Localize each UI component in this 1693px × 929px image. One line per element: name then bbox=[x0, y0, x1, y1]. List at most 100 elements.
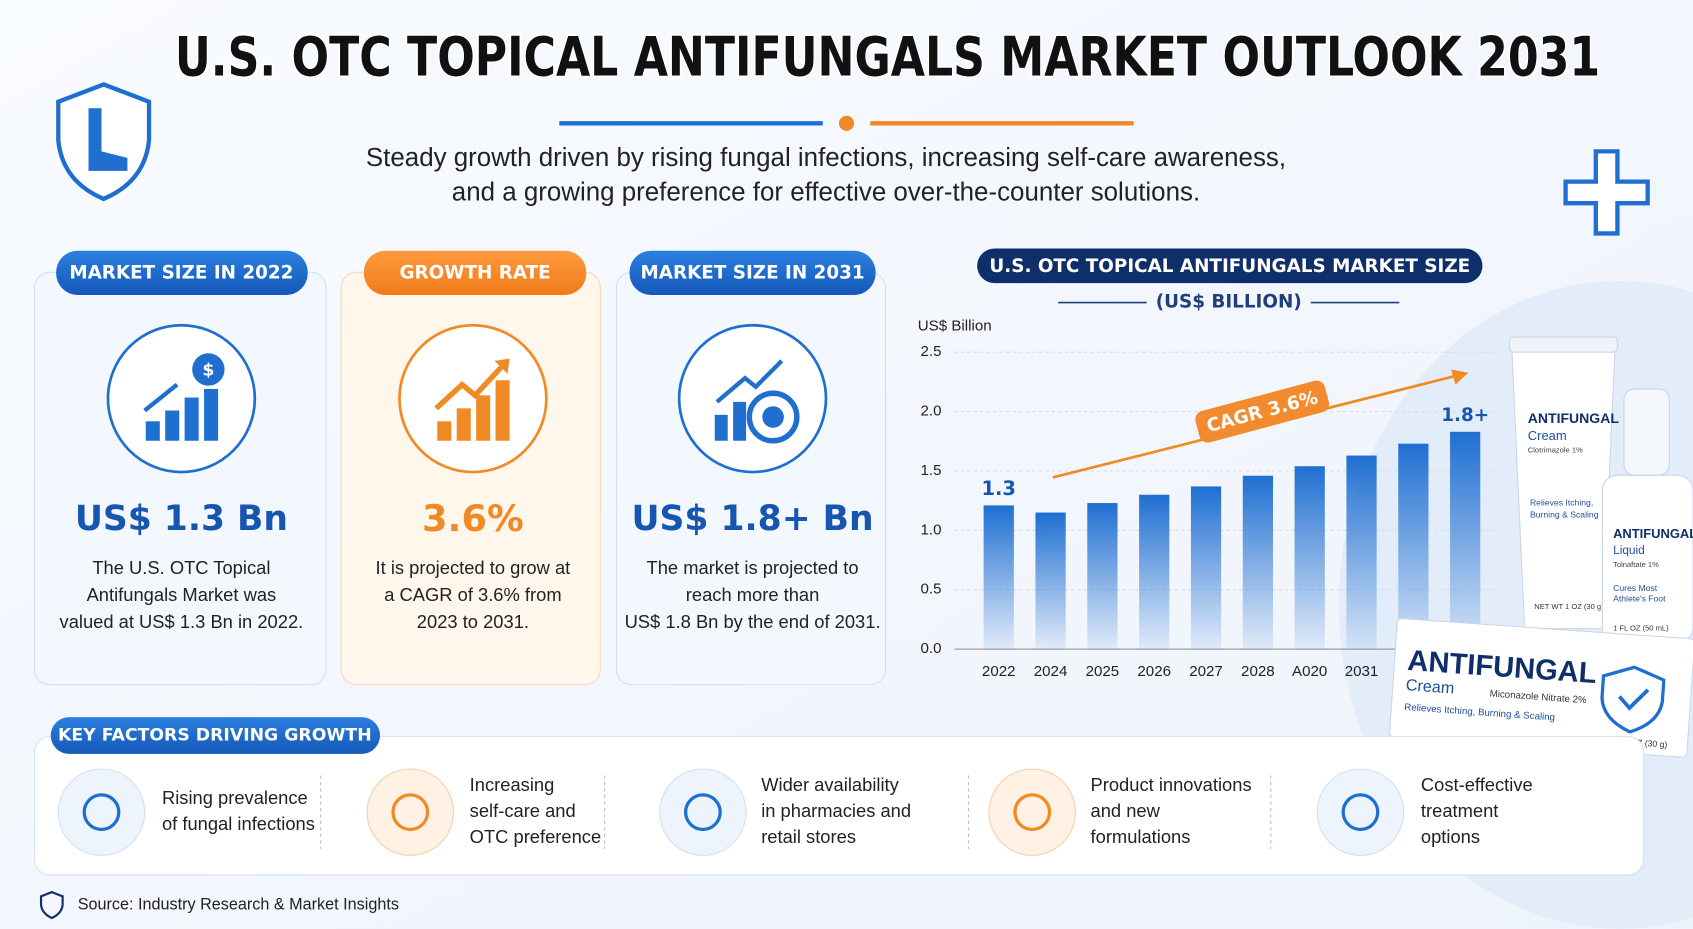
card-text: The U.S. OTC Topical bbox=[92, 557, 270, 578]
card: GROWTH RATE 3.6% It is projected to grow… bbox=[340, 250, 601, 686]
x-tick-label: 2028 bbox=[1241, 663, 1275, 680]
plus-icon bbox=[1563, 149, 1650, 236]
factor-text: and new bbox=[1091, 800, 1161, 821]
x-tick-label: A020 bbox=[1292, 663, 1327, 680]
annotation: 1.8+ bbox=[1441, 405, 1489, 426]
x-tick-label: 2027 bbox=[1189, 663, 1223, 680]
card: MARKET SIZE IN 2022 $ US$ 1.3 Bn The U.S… bbox=[34, 250, 327, 686]
card-text: The market is projected to bbox=[647, 557, 859, 578]
source: Source: Industry Research & Market Insig… bbox=[78, 895, 399, 913]
factors-pill bbox=[50, 717, 381, 754]
card-text: 2023 to 2031. bbox=[417, 611, 529, 632]
bar bbox=[1242, 475, 1273, 650]
factor-text: treatment bbox=[1421, 800, 1499, 821]
product-tube: ANTIFUNGAL Cream Clotrimazole 1% Relieve… bbox=[1508, 336, 1620, 630]
product-text: 1 FL OZ (50 mL) bbox=[1613, 624, 1669, 633]
subtitle: and a growing preference for effective o… bbox=[452, 178, 1200, 206]
factor-text: retail stores bbox=[761, 826, 856, 847]
product-text: ANTIFUNGAL bbox=[1613, 526, 1693, 541]
product-text: Cures Most bbox=[1613, 583, 1658, 593]
card-text: US$ 1.8 Bn by the end of 2031. bbox=[625, 611, 881, 632]
chart-title-pill bbox=[977, 248, 1483, 284]
factor-text: self-care and bbox=[470, 800, 576, 821]
factor-text: in pharmacies and bbox=[761, 800, 911, 821]
factor-text: of fungal infections bbox=[162, 813, 315, 834]
divider-dot bbox=[838, 115, 855, 131]
product-text: Athlete's Foot bbox=[1613, 594, 1666, 604]
card-value: US$ 1.8+ Bn bbox=[632, 499, 874, 539]
product-text: Liquid bbox=[1613, 543, 1645, 557]
bar bbox=[1139, 494, 1170, 650]
factor-text: OTC preference bbox=[470, 826, 602, 847]
factor-text: Product innovations bbox=[1091, 774, 1252, 795]
card-value: 3.6% bbox=[422, 497, 524, 540]
product-text: Cream bbox=[1405, 676, 1455, 697]
card-label: GROWTH RATE bbox=[399, 262, 550, 283]
y-tick-label: 1.0 bbox=[920, 521, 941, 538]
source-icon bbox=[39, 890, 64, 920]
bar bbox=[1294, 466, 1325, 650]
product-text: Clotrimazole 1% bbox=[1528, 445, 1583, 454]
card-value: US$ 1.3 Bn bbox=[75, 499, 288, 539]
factor-text: Rising prevalence bbox=[162, 787, 308, 808]
factor-icon-inner bbox=[1341, 793, 1380, 832]
trend-arrowhead bbox=[1451, 369, 1469, 385]
annotation: 1.3 bbox=[982, 477, 1016, 500]
title: U.S. OTC TOPICAL ANTIFUNGALS MARKET OUTL… bbox=[175, 25, 1600, 88]
factor-icon-inner bbox=[684, 793, 722, 832]
product-text: Burning & Scaling bbox=[1530, 510, 1599, 520]
card-text: reach more than bbox=[686, 584, 820, 605]
factor-icon bbox=[659, 768, 747, 856]
chart-title: U.S. OTC TOPICAL ANTIFUNGALS MARKET SIZE bbox=[989, 256, 1470, 277]
x-tick-label: 2024 bbox=[1034, 663, 1068, 680]
factor-text: formulations bbox=[1091, 826, 1191, 847]
bar bbox=[1190, 486, 1222, 650]
product-text: Cream bbox=[1528, 428, 1567, 443]
card-text: Antifungals Market was bbox=[87, 584, 277, 605]
factor-icon bbox=[366, 768, 455, 856]
bar bbox=[1346, 455, 1377, 650]
factors-title: KEY FACTORS DRIVING GROWTH bbox=[58, 726, 372, 746]
bar bbox=[1450, 431, 1481, 650]
factor-text: Cost-effective bbox=[1421, 774, 1533, 795]
x-tick-label: 2025 bbox=[1086, 663, 1120, 680]
x-tick-label: 2031 bbox=[1345, 663, 1379, 680]
product-text: NET WT 1 OZ (30 g) bbox=[1534, 602, 1604, 611]
y-tick-label: 2.5 bbox=[920, 343, 941, 360]
x-tick-label: 2026 bbox=[1137, 663, 1171, 680]
subtitle: Steady growth driven by rising fungal in… bbox=[366, 144, 1286, 172]
product-text: ANTIFUNGAL bbox=[1528, 410, 1620, 426]
factor-icon-inner bbox=[391, 793, 430, 832]
cagr-pill bbox=[1195, 380, 1330, 443]
factor-icon-inner bbox=[82, 793, 121, 832]
y-tick-label: 0.5 bbox=[920, 581, 941, 598]
factor-text: Increasing bbox=[470, 774, 555, 795]
factor-icon bbox=[988, 768, 1076, 856]
factor-icon-inner bbox=[1013, 793, 1052, 832]
bar bbox=[1087, 503, 1118, 650]
factor-icon bbox=[1316, 768, 1405, 856]
y-tick-label: 0.0 bbox=[920, 640, 941, 657]
bar bbox=[1035, 512, 1066, 650]
card-text: It is projected to grow at bbox=[376, 557, 571, 578]
factor-text: options bbox=[1421, 826, 1480, 847]
shield-logo bbox=[56, 82, 152, 202]
product-text: Tolnaftate 1% bbox=[1613, 560, 1659, 569]
y-tick-label: 2.0 bbox=[920, 403, 941, 420]
card-text: a CAGR of 3.6% from bbox=[384, 584, 561, 605]
factors: Rising prevalence of fungal infections Inc… bbox=[57, 768, 1533, 856]
card-label: MARKET SIZE IN 2031 bbox=[641, 262, 865, 283]
svg-text:$: $ bbox=[202, 361, 214, 381]
factor-text: Wider availability bbox=[761, 774, 899, 795]
y-tick-label: 1.5 bbox=[920, 462, 941, 479]
chart-subtitle: (US$ BILLION) bbox=[1156, 292, 1302, 313]
x-tick-label: 2022 bbox=[982, 663, 1016, 680]
bar bbox=[983, 505, 1014, 650]
product-text: Relieves Itching, bbox=[1530, 498, 1593, 508]
factor-icon bbox=[57, 768, 146, 856]
bar bbox=[1398, 443, 1429, 650]
card-label: MARKET SIZE IN 2022 bbox=[69, 262, 293, 283]
product-bottle: ANTIFUNGAL Liquid Tolnaftate 1% Cures Mo… bbox=[1601, 388, 1693, 644]
card-text: valued at US$ 1.3 Bn in 2022. bbox=[60, 611, 304, 632]
